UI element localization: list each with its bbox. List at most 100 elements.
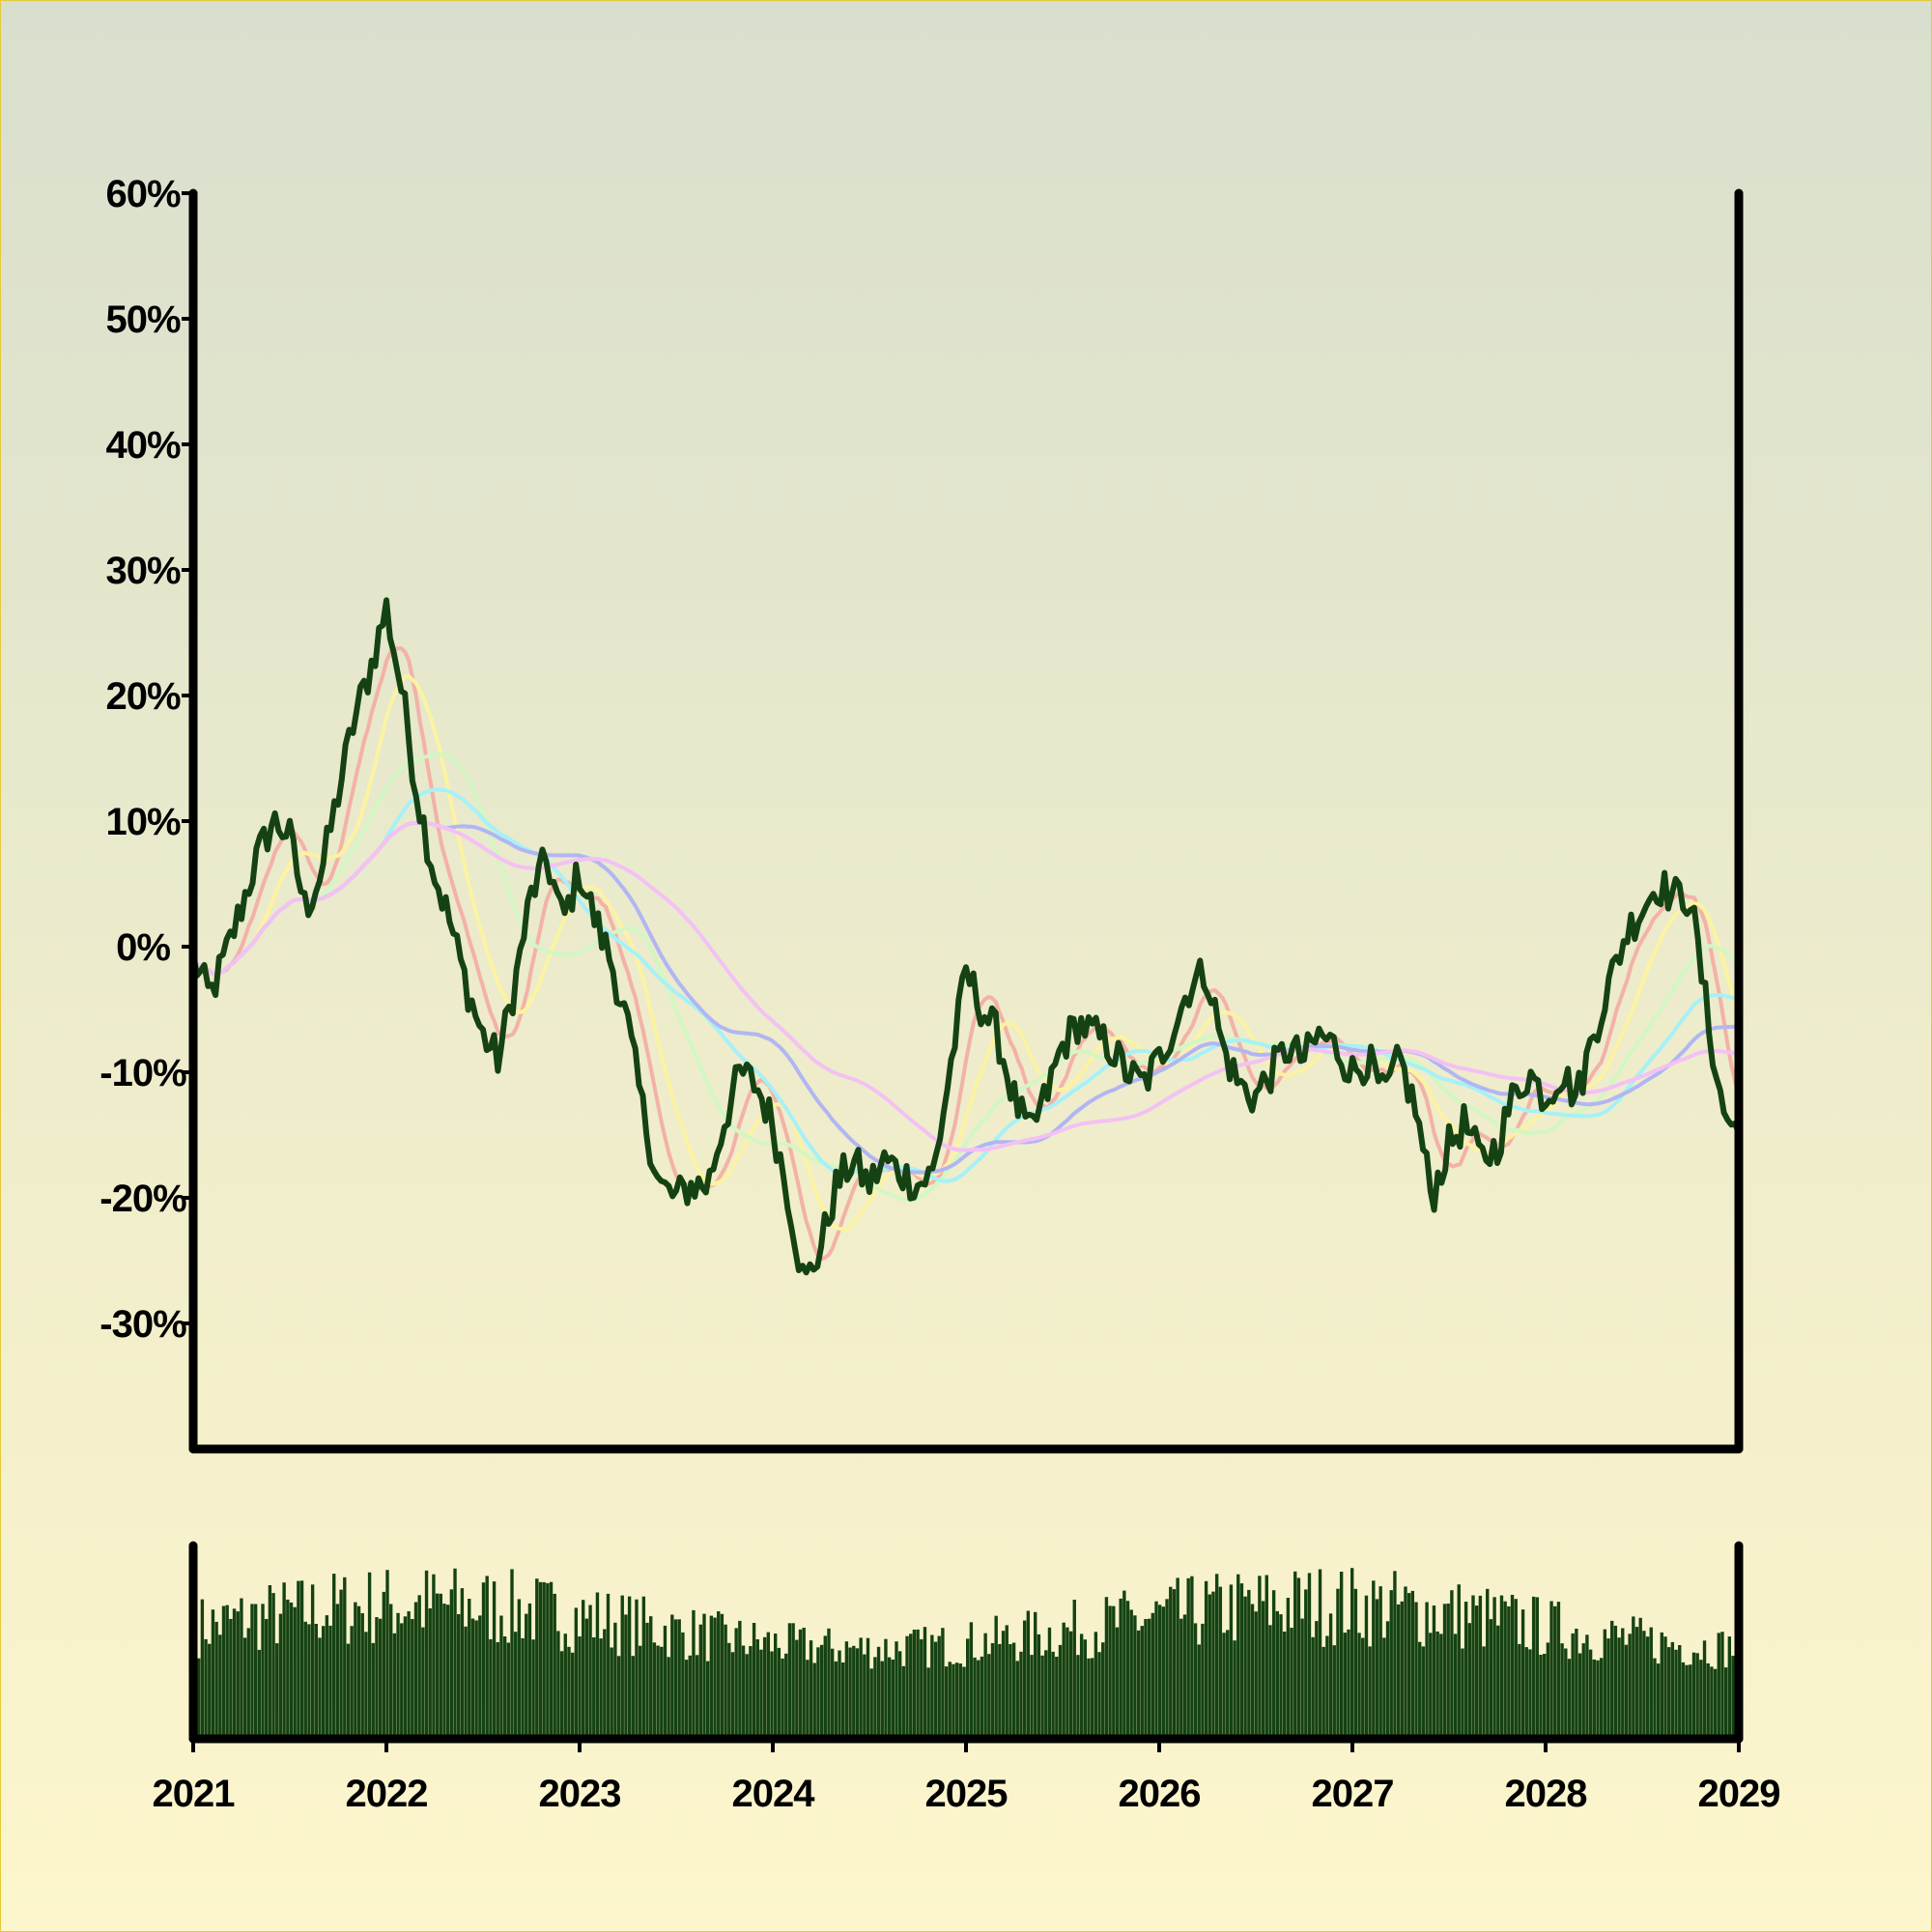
volume-bar	[478, 1615, 482, 1739]
volume-bar	[1190, 1576, 1194, 1739]
volume-bar	[299, 1580, 304, 1739]
volume-bar	[592, 1637, 596, 1739]
volume-bar	[499, 1615, 503, 1739]
volume-bar	[998, 1643, 1002, 1739]
volume-bar	[692, 1609, 696, 1739]
volume-bar	[1357, 1633, 1361, 1739]
volume-bar	[553, 1593, 556, 1739]
volume-bar	[930, 1634, 934, 1739]
moving-average-line-5	[191, 820, 1740, 1175]
volume-bar	[1233, 1640, 1236, 1739]
volume-bar	[713, 1617, 717, 1739]
volume-bar	[1375, 1599, 1379, 1739]
volume-bar	[445, 1605, 450, 1739]
volume-bar	[727, 1642, 731, 1739]
volume-bar	[535, 1578, 539, 1739]
x-tick-label: 2027	[1312, 1773, 1394, 1815]
volume-bar	[1169, 1586, 1173, 1739]
volume-bar	[1549, 1601, 1553, 1739]
volume-bar	[809, 1640, 813, 1739]
y-tick-label: 30%	[105, 550, 180, 592]
volume-bar	[1396, 1604, 1401, 1739]
volume-bar	[720, 1613, 724, 1739]
volume-bar	[660, 1646, 664, 1739]
volume-bar	[819, 1644, 824, 1739]
volume-bar	[1564, 1648, 1568, 1739]
volume-bar	[225, 1605, 229, 1739]
volume-bar	[749, 1646, 753, 1739]
volume-bar	[229, 1618, 233, 1739]
volume-bar	[1144, 1619, 1148, 1739]
volume-bar	[695, 1655, 699, 1739]
volume-bar	[232, 1608, 237, 1739]
x-tick-label: 2026	[1119, 1773, 1201, 1815]
volume-bar	[1268, 1625, 1272, 1739]
volume-bar	[966, 1638, 970, 1739]
volume-bar	[1457, 1584, 1461, 1739]
volume-bar	[884, 1638, 888, 1739]
volume-bar	[977, 1660, 980, 1739]
volume-bar	[734, 1628, 738, 1739]
volume-bar	[1034, 1611, 1037, 1739]
volume-bar	[1585, 1634, 1589, 1739]
volume-bar	[1197, 1644, 1201, 1739]
volume-bar	[1214, 1574, 1219, 1739]
volume-bar	[616, 1656, 621, 1739]
volume-bar	[481, 1582, 486, 1739]
volume-bar	[1339, 1572, 1344, 1739]
volume-bar	[869, 1668, 873, 1739]
volume-bar	[901, 1665, 906, 1739]
volume-bar	[1624, 1644, 1629, 1739]
volume-bar	[1642, 1631, 1646, 1739]
volume-bar	[1439, 1634, 1443, 1739]
volume-bar	[1318, 1569, 1322, 1739]
volume-bar	[1567, 1659, 1572, 1739]
volume-bar	[1471, 1595, 1475, 1739]
volume-bar	[1211, 1591, 1215, 1739]
volume-bar	[688, 1655, 692, 1739]
volume-bar	[517, 1599, 522, 1739]
y-tick-label: 20%	[105, 675, 180, 718]
volume-bar	[1226, 1630, 1230, 1739]
volume-bar	[1001, 1631, 1006, 1739]
volume-bar	[852, 1645, 856, 1739]
volume-bar	[435, 1593, 440, 1739]
volume-bar	[531, 1639, 535, 1739]
volume-bar	[656, 1645, 660, 1739]
volume-bar	[1311, 1636, 1315, 1739]
volume-bar	[1539, 1655, 1543, 1739]
volume-bar	[567, 1646, 571, 1739]
volume-bar	[542, 1581, 546, 1739]
volume-bar	[200, 1599, 205, 1739]
volume-bar	[954, 1662, 959, 1739]
volume-bar	[396, 1612, 400, 1739]
volume-bar	[770, 1651, 774, 1739]
volume-bar	[556, 1631, 560, 1739]
moving-average-line-1	[191, 646, 1741, 1262]
volume-bar	[261, 1604, 265, 1739]
volume-bar	[1385, 1621, 1390, 1739]
moving-average-lines	[191, 646, 1741, 1262]
volume-bar	[310, 1584, 315, 1739]
volume-bar	[1129, 1609, 1133, 1739]
volume-bar	[265, 1619, 269, 1739]
volume-bar	[1717, 1633, 1720, 1739]
volume-bar	[645, 1622, 649, 1739]
volume-bar	[282, 1582, 286, 1739]
volume-bar	[1528, 1649, 1532, 1739]
volume-bar	[887, 1657, 892, 1739]
volume-bar	[1300, 1618, 1304, 1739]
volume-bar	[510, 1569, 514, 1739]
volume-bar	[1514, 1599, 1518, 1739]
volume-bar	[1496, 1625, 1500, 1739]
volume-bar	[1062, 1622, 1065, 1739]
volume-bar	[855, 1648, 860, 1739]
volume-bar	[382, 1591, 386, 1739]
volume-bar	[417, 1595, 421, 1739]
volume-bar	[990, 1643, 995, 1739]
volume-bar	[1112, 1605, 1116, 1739]
volume-bar	[1361, 1637, 1365, 1739]
volume-bar	[521, 1637, 525, 1739]
volume-bar	[325, 1615, 329, 1739]
volume-bar	[745, 1654, 749, 1739]
